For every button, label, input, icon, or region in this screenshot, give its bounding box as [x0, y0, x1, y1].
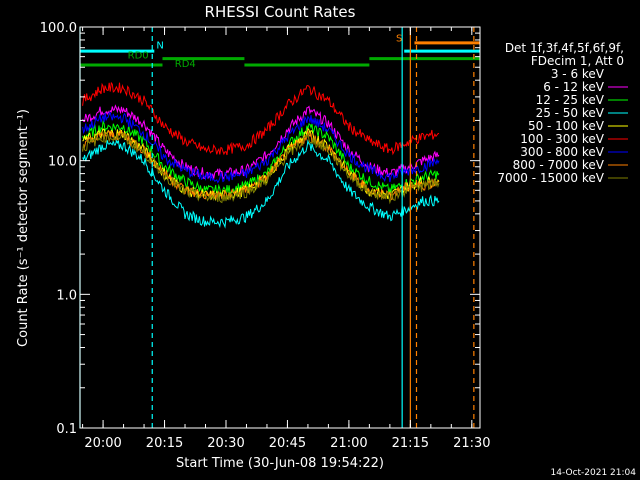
legend-label: 300 - 800 keV — [520, 145, 604, 159]
plot-frame — [79, 26, 481, 429]
x-tick-label: 21:30 — [453, 436, 490, 451]
x-tick-label: 21:00 — [330, 436, 367, 451]
legend-label: 3 - 6 keV — [551, 67, 605, 81]
legend-label: 7000 - 15000 keV — [497, 171, 604, 185]
x-tick-label: 20:00 — [84, 436, 121, 451]
annotation-label-rd4: RD4 — [175, 59, 196, 70]
legend-label: 800 - 7000 keV — [513, 158, 605, 172]
series-line-6 — [82, 111, 440, 184]
x-tick-label: 20:30 — [207, 436, 244, 451]
y-tick-label: 1.0 — [56, 288, 77, 303]
legend-label: 25 - 50 keV — [536, 106, 605, 120]
legend-label: 100 - 300 keV — [520, 132, 604, 146]
legend-label: 6 - 12 keV — [543, 80, 605, 94]
series-line-5 — [82, 81, 440, 156]
chart-title: RHESSI Count Rates — [205, 3, 356, 21]
y-tick-label: 0.1 — [56, 422, 77, 437]
legend-header-line-1: Det 1f,3f,4f,5f,6f,9f, — [505, 41, 624, 55]
axis-layer: 20:00 20:15 20:30 20:45 21:00 21:15 21:30 0.1 1.… — [40, 21, 491, 451]
y-tick-label: 10.0 — [48, 155, 77, 170]
series-line-1 — [82, 104, 440, 180]
series-line-2 — [82, 119, 440, 197]
legend-label: 12 - 25 keV — [536, 93, 605, 107]
x-axis-label: Start Time (30-Jun-08 19:54:22) — [176, 456, 384, 471]
series-line-8 — [82, 131, 440, 205]
annotation-label-rd0: RD0 — [128, 51, 149, 62]
series-line-3 — [82, 139, 440, 229]
y-tick-label: 100.0 — [40, 21, 77, 36]
legend: Det 1f,3f,4f,5f,6f,9f, FDecim 1, Att 0 3… — [497, 41, 628, 185]
legend-label: 50 - 100 keV — [528, 119, 605, 133]
x-tick-label: 21:15 — [392, 436, 429, 451]
footer-date: 14-Oct-2021 21:04 — [551, 468, 637, 478]
y-axis-label: Count Rate (s⁻¹ detector segment⁻¹) — [16, 109, 31, 347]
series-layer — [82, 81, 440, 229]
series-line-7 — [82, 129, 440, 201]
x-tick-label: 20:15 — [146, 436, 183, 451]
x-tick-label: 20:45 — [269, 436, 306, 451]
annotation-label-s: S — [396, 33, 402, 44]
annotation-label-n: N — [156, 41, 163, 52]
legend-header-line-2: FDecim 1, Att 0 — [531, 54, 624, 68]
